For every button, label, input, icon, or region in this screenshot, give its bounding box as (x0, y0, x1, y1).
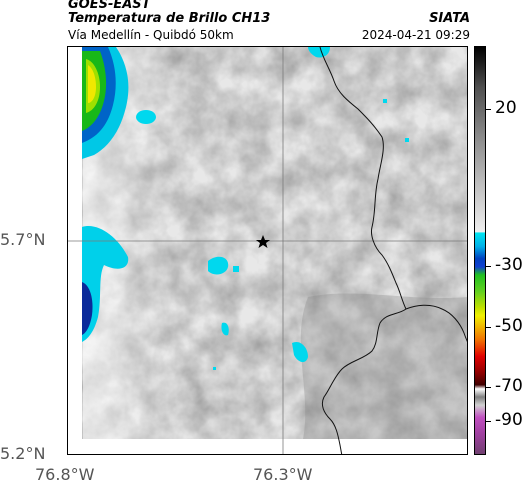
colorbar-label-20: 20 (495, 98, 517, 118)
longitude-label-76-8: 76.8°W (35, 465, 95, 484)
bottom-white-strip (68, 439, 467, 454)
department-boundary (319, 47, 407, 310)
cold-cloud-mid-left (82, 226, 129, 342)
brightness-temperature-map[interactable] (67, 46, 468, 455)
department-boundary (321, 308, 407, 454)
colorbar-tick (486, 266, 491, 267)
colorbar-label-minus-30: -30 (495, 255, 523, 275)
latitude-label-5-2: 5.2°N (0, 444, 46, 463)
region-subtitle: Vía Medellín - Quibdó 50km (68, 28, 234, 42)
cold-spot (213, 367, 216, 370)
cold-spot (136, 110, 156, 124)
cold-spot (208, 256, 229, 275)
cold-spot (383, 99, 387, 103)
longitude-label-76-3: 76.3°W (253, 465, 313, 484)
colorbar-tick (486, 327, 491, 328)
colorbar-tick (486, 421, 491, 422)
colorbar-label-minus-50: -50 (495, 316, 523, 336)
dark-region (298, 293, 467, 454)
cold-spot (233, 266, 239, 272)
left-white-strip (68, 47, 82, 454)
product-title: Temperatura de Brillo CH13 (68, 11, 271, 26)
star-icon (256, 235, 270, 248)
cold-spot (308, 47, 330, 58)
department-boundary (405, 304, 467, 343)
satellite-title: GOES-EAST (68, 0, 151, 12)
colorbar-label-minus-90: -90 (495, 410, 523, 430)
map-canvas (68, 47, 467, 454)
cold-spot (405, 138, 409, 142)
cold-spot (221, 322, 229, 336)
colorbar-label-minus-70: -70 (495, 376, 523, 396)
temperature-colorbar (474, 46, 486, 455)
cold-spot (292, 341, 308, 363)
colorbar-tick (486, 387, 491, 388)
colorbar-tick (486, 109, 491, 110)
organization-label: SIATA (429, 11, 470, 26)
datetime-label: 2024-04-21 09:29 (361, 28, 470, 42)
latitude-label-5-7: 5.7°N (0, 230, 46, 249)
